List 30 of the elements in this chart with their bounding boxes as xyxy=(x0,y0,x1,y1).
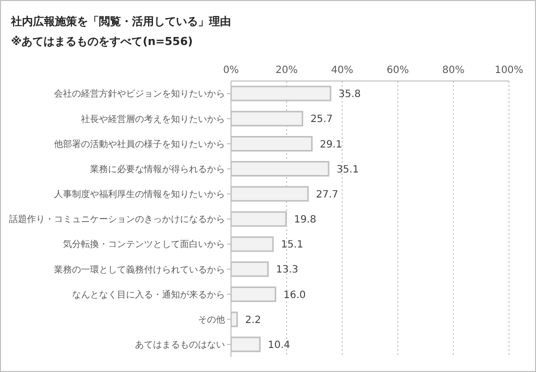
data-label: 2.2 xyxy=(245,314,262,326)
x-tick-label: 0% xyxy=(223,65,239,76)
x-tick-label: 100% xyxy=(494,65,524,76)
text: 社内広報施策を「閲覧・活用している」理由 xyxy=(11,14,231,29)
x-tick-label: 60% xyxy=(386,65,409,76)
x-tick-label: 20% xyxy=(275,65,298,76)
y-tick-label: 会社の経営方針やビジョンを知りたいから xyxy=(54,88,225,100)
data-label: 29.1 xyxy=(320,139,342,150)
data-label: 35.1 xyxy=(336,164,359,176)
y-tick-label: あてはまるものはない xyxy=(135,340,225,351)
data-label: 10.4 xyxy=(268,340,290,351)
y-tick-label: 人事制度や福利厚生の情報を知りたいから xyxy=(54,189,225,200)
y-tick-label: 他部署の活動や社員の様子を知りたいから xyxy=(54,138,225,150)
y-tick-label: 気分転換・コンテンツとして面白いから xyxy=(63,239,225,250)
y-tick-label: なんとなく目に入る・通知が来るから xyxy=(72,289,225,300)
y-tick-label: 業務に必要な情報が得られるから xyxy=(90,164,225,175)
data-label: 15.1 xyxy=(280,240,304,251)
data-label: 35.8 xyxy=(338,89,361,100)
y-tick-label: 業務の一環として義務付けられているから xyxy=(54,264,225,276)
data-label: 16.0 xyxy=(283,290,306,301)
x-tick-label: 80% xyxy=(442,65,465,76)
text: ※あてはまるものをすべて(n=556) xyxy=(11,34,193,49)
data-label: 25.7 xyxy=(310,114,333,126)
y-tick-label: 社長や経営層の考えを知りたいから xyxy=(81,114,225,125)
x-tick-label: 40% xyxy=(331,65,354,76)
y-tick-label: 話題作り・コミュニケーションのきっかけになるから xyxy=(9,214,225,226)
data-label: 13.3 xyxy=(276,264,298,276)
data-label: 27.7 xyxy=(316,189,338,200)
y-tick-label: その他 xyxy=(198,314,225,326)
data-label: 19.8 xyxy=(294,214,316,226)
